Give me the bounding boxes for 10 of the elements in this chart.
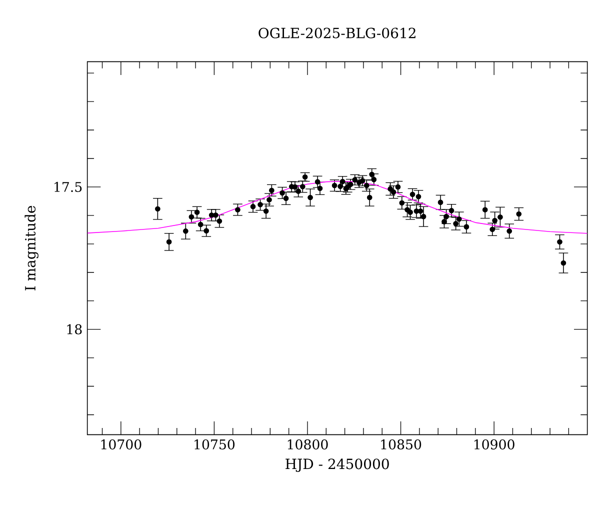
x-tick-label: 10900 (474, 439, 514, 450)
y-tick-label: 17.5 (54, 182, 82, 192)
x-axis-title: HJD - 2450000 (286, 458, 389, 472)
x-tick-label: 10800 (288, 439, 328, 450)
y-tick-label: 18 (67, 324, 82, 334)
chart-title: OGLE-2025-BLG-0612 (258, 28, 416, 38)
x-tick-label: 10850 (381, 439, 422, 450)
x-tick-label: 10750 (194, 439, 235, 450)
x-tick-label: 10700 (101, 439, 142, 450)
y-axis-title: I magnitude (24, 206, 38, 290)
